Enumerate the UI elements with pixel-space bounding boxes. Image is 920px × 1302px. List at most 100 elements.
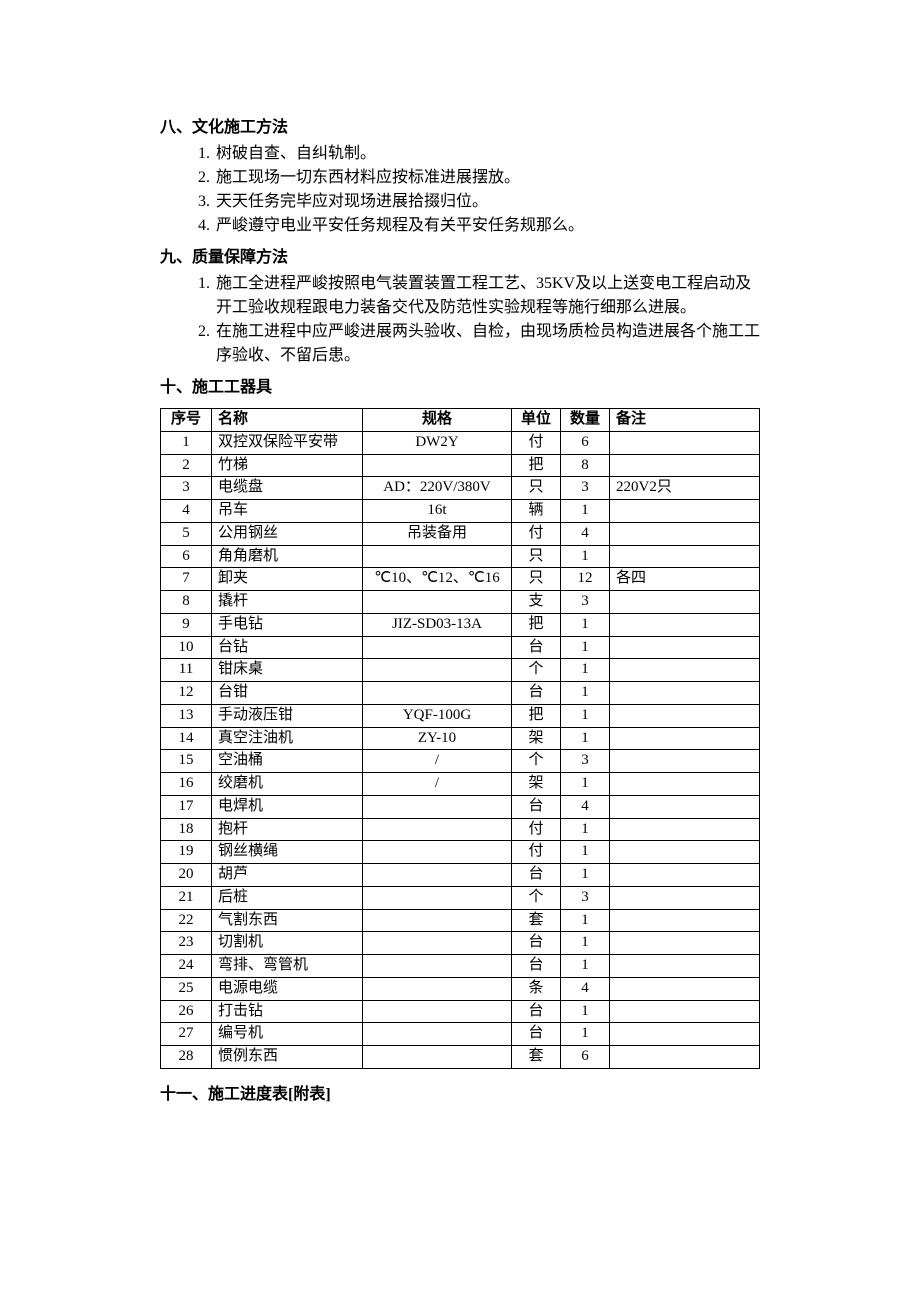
table-cell: 10 [161,636,212,659]
table-cell: 台钻 [212,636,363,659]
table-cell: 1 [561,659,610,682]
table-cell [610,909,760,932]
table-cell: 3 [561,750,610,773]
table-cell: 27 [161,1023,212,1046]
th-name: 名称 [212,409,363,432]
table-row: 6角角磨机只1 [161,545,760,568]
table-cell: 3 [561,477,610,500]
table-cell: 16t [363,500,512,523]
table-cell: / [363,750,512,773]
table-row: 4吊车16t辆1 [161,500,760,523]
table-cell [610,545,760,568]
table-row: 9手电钻JIZ-SD03-13A把1 [161,613,760,636]
table-cell [363,795,512,818]
table-cell [610,727,760,750]
table-cell: 电源电缆 [212,977,363,1000]
table-cell: 1 [561,1023,610,1046]
table-row: 15空油桶/个3 [161,750,760,773]
table-cell: 个 [512,750,561,773]
table-cell: 1 [561,727,610,750]
table-cell: 220V2只 [610,477,760,500]
table-cell: 19 [161,841,212,864]
th-spec: 规格 [363,409,512,432]
table-row: 10台钻台1 [161,636,760,659]
table-row: 1双控双保险平安带DW2Y付6 [161,431,760,454]
table-cell: 弯排、弯管机 [212,955,363,978]
table-cell [610,659,760,682]
table-cell [610,864,760,887]
table-cell: 电焊机 [212,795,363,818]
table-cell [363,932,512,955]
table-cell [610,1046,760,1069]
table-cell: 1 [561,818,610,841]
table-cell: 架 [512,727,561,750]
table-cell: 台 [512,795,561,818]
table-cell: 1 [561,682,610,705]
table-cell: 1 [561,864,610,887]
table-cell: 双控双保险平安带 [212,431,363,454]
table-cell [610,955,760,978]
table-cell: 套 [512,1046,561,1069]
table-cell: 只 [512,545,561,568]
table-cell: 1 [161,431,212,454]
table-cell [610,841,760,864]
table-cell: 1 [561,841,610,864]
table-row: 28惯例东西套6 [161,1046,760,1069]
table-cell [363,659,512,682]
table-cell: 7 [161,568,212,591]
table-cell [363,977,512,1000]
table-cell: 条 [512,977,561,1000]
table-cell: 18 [161,818,212,841]
table-cell: YQF-100G [363,704,512,727]
table-cell [363,591,512,614]
table-cell: 吊车 [212,500,363,523]
list-item-text: 施工全进程严峻按照电气装置装置工程工艺、35KV及以上送变电工程启动及开工验收规… [216,275,751,316]
table-cell: 打击钻 [212,1000,363,1023]
table-cell [610,682,760,705]
table-cell: 6 [561,431,610,454]
table-row: 11钳床桌个1 [161,659,760,682]
table-cell [363,955,512,978]
table-cell: 钳床桌 [212,659,363,682]
th-seq: 序号 [161,409,212,432]
table-cell: 13 [161,704,212,727]
table-cell: 4 [161,500,212,523]
table-cell [363,886,512,909]
table-cell [610,704,760,727]
table-cell [363,864,512,887]
table-row: 14真空注油机ZY-10架1 [161,727,760,750]
table-cell: 付 [512,818,561,841]
section-8-list: 1.树破自查、自纠轨制。 2.施工现场一切东西材料应按标准进展摆放。 3.天天任… [188,142,760,238]
table-cell: 个 [512,886,561,909]
table-cell: 吊装备用 [363,522,512,545]
table-cell: 1 [561,773,610,796]
table-cell: 付 [512,431,561,454]
table-cell: 1 [561,909,610,932]
table-row: 19钢丝横绳付1 [161,841,760,864]
table-row: 17电焊机台4 [161,795,760,818]
table-cell [610,750,760,773]
table-cell: 11 [161,659,212,682]
table-cell [610,818,760,841]
th-remark: 备注 [610,409,760,432]
table-cell [610,1000,760,1023]
table-cell: 4 [561,522,610,545]
table-row: 23切割机台1 [161,932,760,955]
table-row: 18抱杆付1 [161,818,760,841]
section-11-title: 十一、施工进度表[附表] [160,1083,760,1107]
table-cell: 22 [161,909,212,932]
table-cell [610,522,760,545]
table-cell: 只 [512,477,561,500]
list-item-text: 天天任务完毕应对现场进展拾掇归位。 [216,193,488,210]
table-cell [363,636,512,659]
table-cell [363,1000,512,1023]
table-cell: 架 [512,773,561,796]
table-cell: 台 [512,682,561,705]
table-cell: 25 [161,977,212,1000]
table-cell [610,886,760,909]
table-row: 8撬杆支3 [161,591,760,614]
table-cell: 8 [561,454,610,477]
table-cell: ZY-10 [363,727,512,750]
table-row: 5公用钢丝吊装备用付4 [161,522,760,545]
section-8-title: 八、文化施工方法 [160,116,760,140]
